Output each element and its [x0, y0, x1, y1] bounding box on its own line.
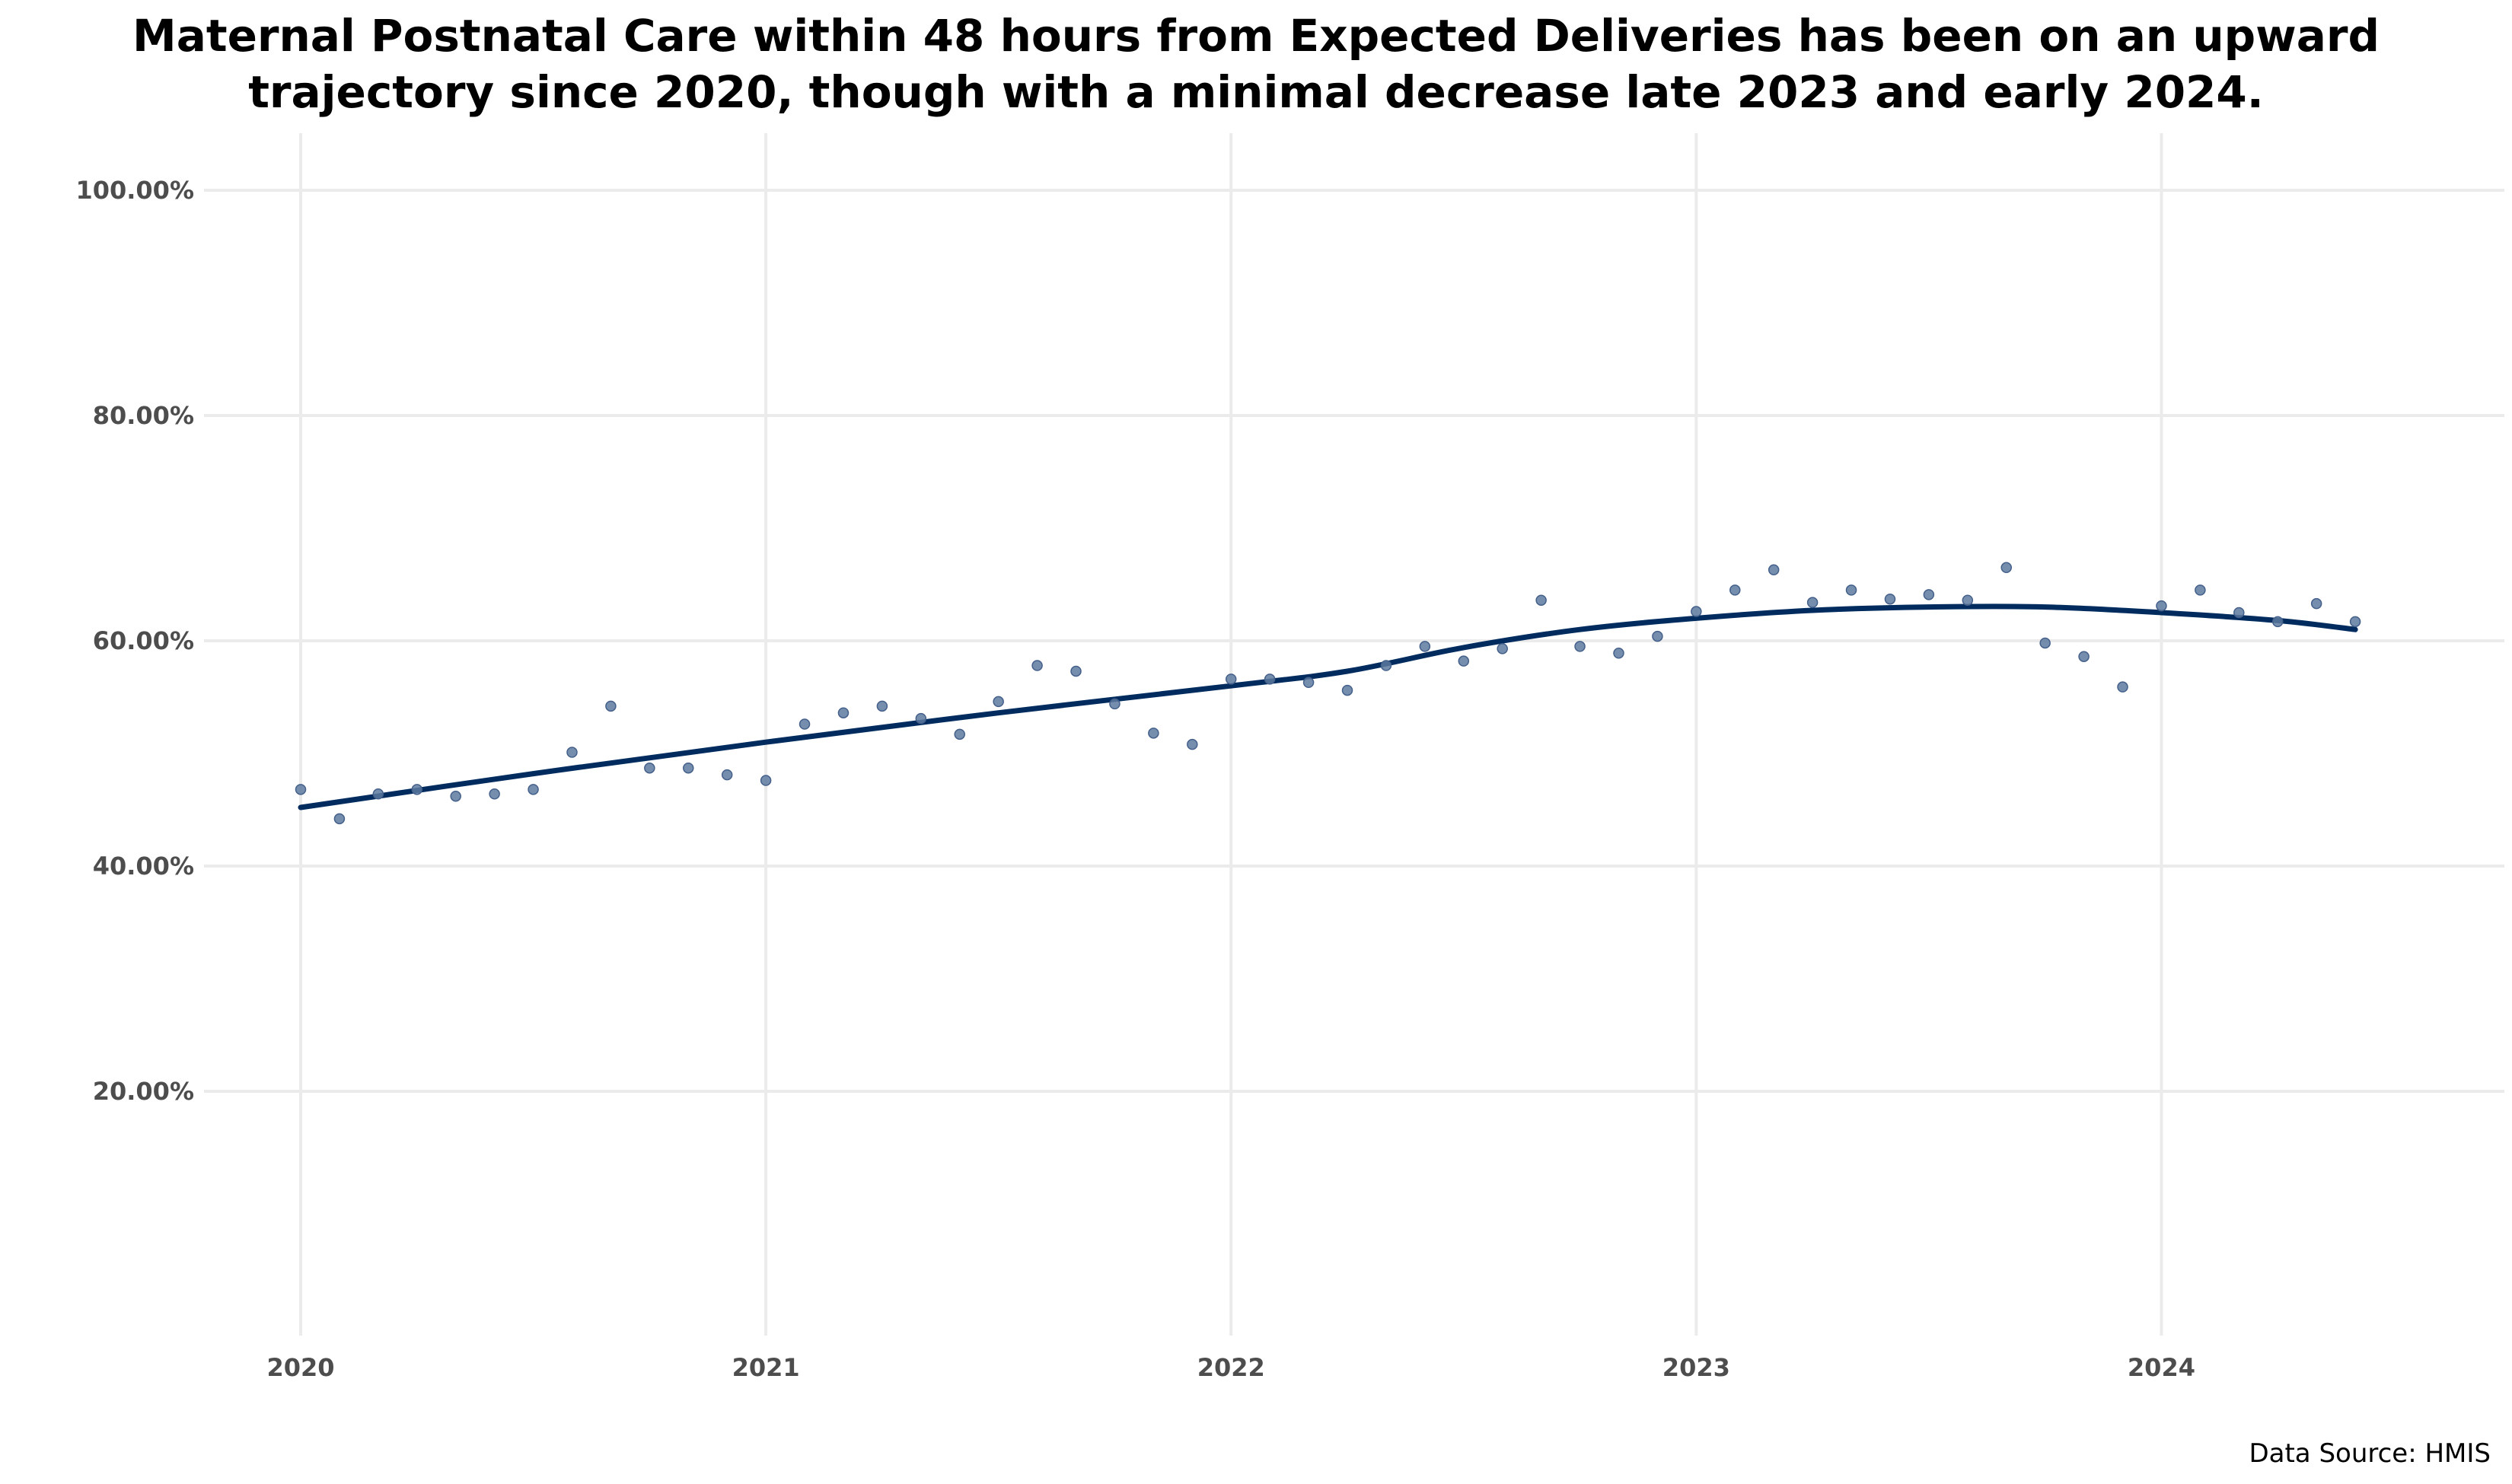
data-point-2020-04 — [411, 784, 423, 795]
data-point-2020-08 — [566, 747, 578, 758]
data-point-2021-06 — [954, 728, 965, 740]
y-tick-label-100: 100.00% — [75, 176, 194, 205]
data-point-2023-07 — [1923, 589, 1935, 600]
data-point-2022-02 — [1264, 674, 1276, 685]
data-point-2023-03 — [1768, 564, 1780, 576]
data-point-2020-02 — [333, 813, 346, 825]
x-tick-label-2021: 2021 — [732, 1353, 800, 1382]
y-tick-label-40: 40.00% — [93, 852, 194, 881]
data-point-2021-07 — [993, 696, 1004, 708]
data-point-2022-05 — [1380, 660, 1392, 671]
data-point-2024-03 — [2233, 607, 2245, 619]
data-point-2022-03 — [1302, 677, 1315, 689]
axis-tick-labels: 20.00% 40.00% 60.00% 80.00% 100.00% 2020 2021 2… — [75, 176, 2195, 1382]
data-point-2021-12 — [1187, 738, 1198, 750]
y-tick-label-60: 60.00% — [93, 626, 194, 655]
data-point-2023-11 — [2078, 651, 2090, 662]
data-point-2023-06 — [1884, 593, 1896, 605]
data-point-2022-08 — [1497, 643, 1508, 654]
x-tick-label-2020: 2020 — [266, 1353, 334, 1382]
data-point-2024-01 — [2156, 600, 2167, 612]
data-point-2024-02 — [2195, 584, 2206, 596]
data-point-2021-02 — [799, 718, 811, 730]
data-point-2020-10 — [644, 762, 655, 774]
data-point-2024-06 — [2349, 616, 2361, 628]
data-point-2022-07 — [1458, 655, 1470, 667]
data-points-layer — [295, 562, 2361, 825]
y-tick-label-80: 80.00% — [93, 401, 194, 430]
data-point-2023-02 — [1729, 584, 1741, 596]
data-point-2023-05 — [1845, 584, 1857, 596]
data-point-2021-04 — [876, 700, 888, 712]
data-point-2021-03 — [837, 707, 850, 718]
data-point-2021-08 — [1031, 660, 1043, 671]
chart-title: Maternal Postnatal Care within 48 hours … — [0, 8, 2512, 120]
chart-title-line-2: trajectory since 2020, though with a min… — [248, 66, 2264, 118]
data-point-2021-01 — [760, 775, 772, 786]
trend-line-layer — [298, 603, 2358, 810]
data-point-2024-04 — [2271, 616, 2284, 628]
data-point-2022-09 — [1535, 594, 1547, 606]
data-point-2024-05 — [2310, 597, 2322, 610]
data-point-2021-09 — [1070, 665, 1082, 677]
x-tick-label-2024: 2024 — [2128, 1353, 2195, 1382]
data-point-2020-12 — [721, 769, 733, 781]
data-point-2020-06 — [489, 788, 500, 800]
x-tick-label-2023: 2023 — [1662, 1353, 1730, 1382]
data-point-2022-11 — [1613, 648, 1624, 659]
data-point-2020-11 — [683, 762, 694, 774]
data-point-2023-09 — [2000, 562, 2012, 574]
data-point-2022-12 — [1652, 630, 1663, 642]
chart-title-line-1: Maternal Postnatal Care within 48 hours … — [132, 10, 2380, 62]
data-point-2021-10 — [1109, 698, 1121, 710]
data-point-2021-11 — [1148, 728, 1159, 739]
data-point-2023-10 — [2039, 637, 2051, 649]
data-point-2022-06 — [1419, 641, 1431, 652]
data-point-2023-04 — [1806, 597, 1819, 608]
data-point-2021-05 — [915, 712, 927, 724]
data-point-2020-03 — [372, 788, 384, 800]
data-point-2022-01 — [1225, 674, 1237, 685]
data-point-2020-05 — [450, 790, 461, 802]
data-point-2020-01 — [295, 784, 307, 795]
data-point-2023-08 — [1962, 594, 1974, 606]
data-point-2023-01 — [1691, 606, 1702, 617]
trend-line — [298, 603, 2358, 810]
data-point-2022-10 — [1574, 641, 1586, 652]
data-point-2022-04 — [1341, 684, 1353, 696]
grid-lines — [204, 133, 2504, 1336]
y-tick-label-20: 20.00% — [93, 1077, 194, 1106]
data-point-2020-09 — [605, 700, 617, 712]
data-point-2023-12 — [2117, 681, 2128, 693]
data-source-caption: Data Source: HMIS — [2249, 1438, 2491, 1469]
x-tick-label-2022: 2022 — [1197, 1353, 1265, 1382]
data-point-2020-07 — [528, 784, 539, 795]
